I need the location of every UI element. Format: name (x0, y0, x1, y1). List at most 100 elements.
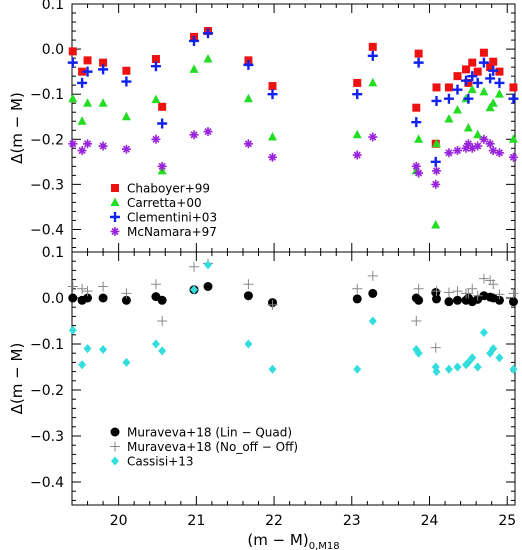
data-point (485, 73, 496, 84)
series-carretta-00 (68, 54, 518, 229)
data-point (495, 67, 504, 76)
data-point (479, 48, 488, 57)
data-point (432, 367, 441, 377)
data-point (414, 134, 424, 143)
data-point (467, 84, 477, 94)
data-point (443, 93, 454, 104)
data-point (414, 348, 423, 358)
data-point (467, 71, 478, 82)
legend-marker (110, 227, 120, 236)
data-point (189, 261, 200, 272)
data-point (414, 295, 424, 305)
data-point (157, 316, 168, 326)
plot-frame (71, 251, 516, 506)
data-point (244, 339, 253, 349)
data-point (479, 86, 489, 96)
legend: Chaboyer+99Carretta+00Clementini+03McNam… (110, 182, 217, 239)
data-point (68, 93, 78, 103)
data-point (444, 148, 454, 158)
data-point (411, 117, 422, 128)
x-tick-label: 22 (265, 513, 283, 529)
data-point (486, 63, 495, 72)
y-tick-label: 0.0 (42, 291, 64, 307)
data-point (431, 219, 441, 229)
data-point (98, 141, 108, 151)
x-tick-label: 21 (187, 513, 205, 529)
y-axis-ticks (72, 3, 515, 248)
data-point (189, 130, 199, 140)
data-point (463, 93, 474, 104)
data-point (150, 279, 161, 290)
data-point (203, 282, 213, 291)
legend-label: Carretta+00 (127, 196, 202, 210)
legend-marker (111, 184, 119, 192)
data-point (463, 123, 473, 132)
data-point (432, 166, 442, 176)
data-point (468, 353, 477, 363)
data-point (444, 83, 453, 92)
data-point (472, 77, 483, 88)
data-point (453, 72, 462, 81)
data-point (122, 66, 131, 75)
data-point (479, 134, 489, 144)
data-point (452, 84, 463, 95)
data-point (430, 156, 441, 167)
y-tick-label: −0.3 (30, 177, 64, 193)
data-point (430, 342, 441, 353)
data-point (243, 291, 253, 301)
data-point (189, 35, 200, 46)
data-point (444, 364, 453, 374)
legend-label: Chaboyer+99 (127, 182, 210, 196)
series-muraveva-18-lin-quad- (68, 282, 518, 308)
y-tick-label: −0.1 (30, 87, 64, 103)
data-point (157, 118, 168, 129)
series-muraveva-18-no-off-off- (67, 258, 519, 353)
data-point (267, 299, 278, 310)
data-point (508, 93, 519, 104)
data-point (452, 104, 462, 114)
data-point (77, 283, 88, 294)
data-point (509, 83, 518, 92)
data-point (352, 294, 362, 304)
series-clementini-03 (67, 28, 519, 167)
data-point (494, 77, 505, 88)
data-point (98, 98, 108, 107)
data-point (413, 57, 424, 68)
data-point (368, 42, 377, 51)
data-point (77, 77, 88, 88)
data-point (508, 152, 518, 162)
y-tick-label: −0.4 (30, 475, 64, 491)
data-point (157, 161, 167, 171)
legend-label: Muraveva+18 (Lin − Quad) (127, 426, 292, 440)
data-point (368, 316, 377, 326)
legend-marker (110, 197, 120, 206)
x-tick-label: 20 (110, 513, 128, 529)
data-point (352, 150, 362, 160)
data-point (243, 93, 253, 103)
y-axis-ticks (72, 251, 515, 501)
data-point (267, 89, 278, 100)
data-point (83, 98, 93, 107)
data-point (98, 293, 108, 303)
data-point (83, 293, 93, 303)
data-point (473, 141, 483, 151)
legend: Muraveva+18 (Lin − Quad)Muraveva+18 (No_… (110, 426, 298, 469)
data-point (82, 286, 93, 297)
data-point (121, 144, 131, 154)
data-point (353, 364, 362, 374)
y-axis-title: Δ(m − M) (8, 92, 26, 164)
data-point (413, 283, 424, 294)
y-tick-label: −0.4 (30, 222, 64, 238)
y-tick-label: −0.2 (30, 383, 64, 399)
data-point (203, 54, 213, 63)
data-point (204, 260, 213, 270)
data-point (67, 281, 78, 292)
data-point (488, 98, 498, 107)
x-tick-label: 23 (343, 513, 361, 529)
data-point (268, 364, 277, 374)
data-point (203, 127, 213, 137)
data-point (494, 295, 504, 305)
data-point (68, 139, 78, 149)
data-point (67, 57, 78, 68)
